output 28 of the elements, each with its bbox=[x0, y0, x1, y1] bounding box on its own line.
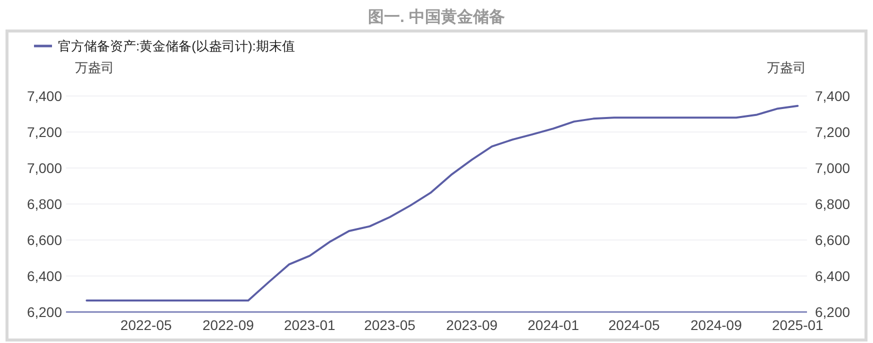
y2-tick-label: 6,400 bbox=[815, 268, 850, 284]
x-tick-label: 2024-09 bbox=[690, 317, 742, 333]
y2-tick-label: 7,400 bbox=[815, 88, 850, 104]
line-series bbox=[86, 104, 799, 302]
x-tick-label: 2023-09 bbox=[446, 317, 498, 333]
x-tick-label: 2022-09 bbox=[202, 317, 254, 333]
y2-tick-label: 6,200 bbox=[815, 304, 850, 320]
x-tick-label: 2023-01 bbox=[284, 317, 336, 333]
y-axis-title: 万盎司 bbox=[75, 60, 114, 75]
x-tick-label: 2023-05 bbox=[364, 317, 416, 333]
y-tick-label: 6,400 bbox=[26, 268, 62, 284]
y-tick-label: 6,200 bbox=[26, 304, 62, 320]
x-tick-label: 2024-05 bbox=[608, 317, 660, 333]
y-tick-label: 7,000 bbox=[26, 160, 62, 176]
y-tick-label: 6,600 bbox=[26, 232, 62, 248]
x-tick-label: 2025-01 bbox=[772, 317, 824, 333]
legend-label: 官方储备资产:黄金储备(以盎司计):期末值 bbox=[58, 38, 295, 54]
chart-title: 图一. 中国黄金储备 bbox=[368, 8, 505, 26]
y-tick-label: 7,400 bbox=[26, 88, 62, 104]
y2-tick-label: 6,600 bbox=[815, 232, 850, 248]
x-tick-label: 2024-01 bbox=[528, 317, 580, 333]
y-tick-label: 7,200 bbox=[26, 124, 62, 140]
x-tick-label: 2022-05 bbox=[120, 317, 172, 333]
y2-tick-label: 7,000 bbox=[815, 160, 850, 176]
y2-axis-title: 万盎司 bbox=[767, 60, 806, 75]
y-tick-label: 6,800 bbox=[26, 196, 62, 212]
y2-tick-label: 7,200 bbox=[815, 124, 850, 140]
y2-tick-label: 6,800 bbox=[815, 196, 850, 212]
